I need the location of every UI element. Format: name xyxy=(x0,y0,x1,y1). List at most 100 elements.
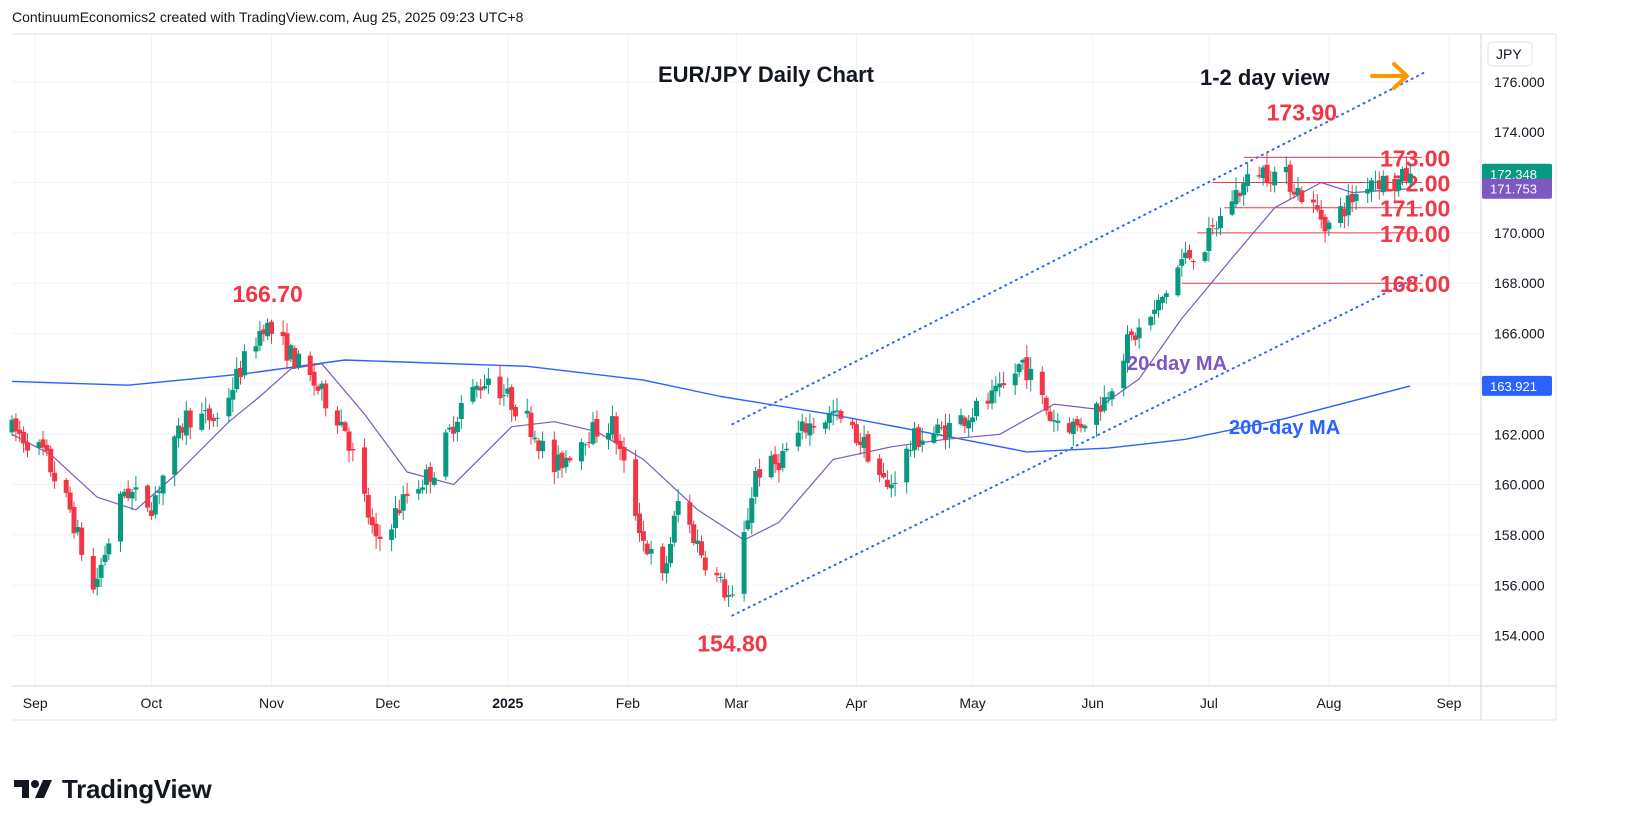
candle-down xyxy=(567,457,573,461)
candle-up xyxy=(338,421,344,426)
candle-down xyxy=(509,387,515,410)
candle-up xyxy=(1152,309,1158,314)
candle-up xyxy=(908,450,914,451)
candle-down xyxy=(145,485,151,508)
chart-header: ContinuumEconomics2 created with Trading… xyxy=(12,9,524,25)
y-tick-label: 156.000 xyxy=(1494,577,1545,593)
candle-up xyxy=(1148,316,1154,326)
candle-down xyxy=(644,543,650,555)
candle-down xyxy=(594,419,600,437)
candle-up xyxy=(1233,189,1239,205)
candle-down xyxy=(377,536,383,539)
candle-down xyxy=(21,431,27,444)
candle-down xyxy=(853,424,859,444)
candle-up xyxy=(997,383,1003,388)
candle-up xyxy=(1016,364,1022,373)
candle-down xyxy=(811,426,817,428)
candle-up xyxy=(75,527,81,533)
candle-down xyxy=(881,473,886,478)
orange-arrow-head-icon xyxy=(1392,62,1409,90)
candle-down xyxy=(633,459,639,516)
level-label: 172.00 xyxy=(1380,171,1450,197)
candle-down xyxy=(699,541,704,556)
candle-up xyxy=(578,442,584,462)
candle-up xyxy=(807,423,813,436)
candle-down xyxy=(714,572,720,576)
x-tick-label: Dec xyxy=(375,695,400,711)
candle-down xyxy=(884,479,890,487)
candle-up xyxy=(288,345,294,360)
candle-up xyxy=(1055,420,1061,423)
candle-up xyxy=(1380,176,1386,193)
candle-up xyxy=(265,322,271,337)
candle-down xyxy=(404,493,410,496)
price-annotation: 154.80 xyxy=(697,631,767,657)
candle-up xyxy=(1175,267,1181,296)
candle-up xyxy=(1400,169,1405,181)
candle-down xyxy=(1403,168,1409,182)
candle-down xyxy=(1349,193,1355,203)
candle-up xyxy=(183,410,189,436)
candle-up xyxy=(1260,167,1266,178)
candle-up xyxy=(106,543,112,555)
axes-layer: 154.000156.000158.000160.000162.000164.0… xyxy=(12,33,1557,721)
tradingview-logo[interactable]: TradingView xyxy=(14,774,212,804)
candle-down xyxy=(528,412,534,437)
candle-up xyxy=(966,420,972,429)
candle-down xyxy=(559,452,565,469)
candle-up xyxy=(1272,171,1278,186)
price-badge xyxy=(1482,375,1552,396)
candle-down xyxy=(284,333,290,361)
candle-up xyxy=(726,595,732,597)
candle-up xyxy=(1353,194,1359,201)
candle-down xyxy=(292,348,298,368)
candle-up xyxy=(904,448,910,483)
y-tick-label: 176.000 xyxy=(1494,74,1545,90)
candle-down xyxy=(660,546,666,574)
candle-up xyxy=(1159,297,1165,303)
candle-down xyxy=(13,418,19,432)
candle-up xyxy=(532,437,538,440)
candle-down xyxy=(478,387,484,391)
candle-down xyxy=(776,463,782,471)
candle-up xyxy=(1295,187,1301,196)
candles-layer xyxy=(9,153,1413,607)
level-label: 171.00 xyxy=(1380,196,1450,222)
candle-down xyxy=(1078,424,1084,428)
y-tick-label: 154.000 xyxy=(1494,628,1545,644)
currency-button[interactable] xyxy=(1487,41,1533,67)
candle-up xyxy=(253,346,259,352)
candle-down xyxy=(1001,383,1007,386)
candle-down xyxy=(803,423,809,433)
candle-up xyxy=(753,471,759,497)
x-tick-label: Feb xyxy=(616,695,640,711)
candle-down xyxy=(1097,406,1103,412)
candle-down xyxy=(323,383,329,409)
candle-up xyxy=(203,410,209,412)
currency-label: JPY xyxy=(1496,46,1522,62)
candle-down xyxy=(362,447,367,494)
ma20-line xyxy=(11,181,1411,541)
candle-down xyxy=(838,411,844,419)
candle-up xyxy=(400,494,406,511)
ma200-line xyxy=(11,359,1411,453)
candle-up xyxy=(1028,368,1034,380)
candle-up xyxy=(888,484,894,489)
price-badge-label: 172.348 xyxy=(1490,167,1537,182)
candle-down xyxy=(79,527,85,555)
candle-up xyxy=(296,353,302,367)
ma20-label: 20-day MA xyxy=(1127,353,1227,375)
candle-up xyxy=(1163,293,1169,297)
x-tick-label: Jul xyxy=(1200,695,1218,711)
candle-up xyxy=(741,532,747,594)
candle-up xyxy=(1070,421,1076,434)
candle-up xyxy=(780,451,786,468)
candle-down xyxy=(1128,331,1134,335)
candle-up xyxy=(1101,397,1107,411)
candle-down xyxy=(67,492,73,510)
candle-up xyxy=(668,543,673,564)
candle-down xyxy=(17,429,23,434)
candle-up xyxy=(784,448,790,451)
candle-up xyxy=(1326,222,1332,230)
